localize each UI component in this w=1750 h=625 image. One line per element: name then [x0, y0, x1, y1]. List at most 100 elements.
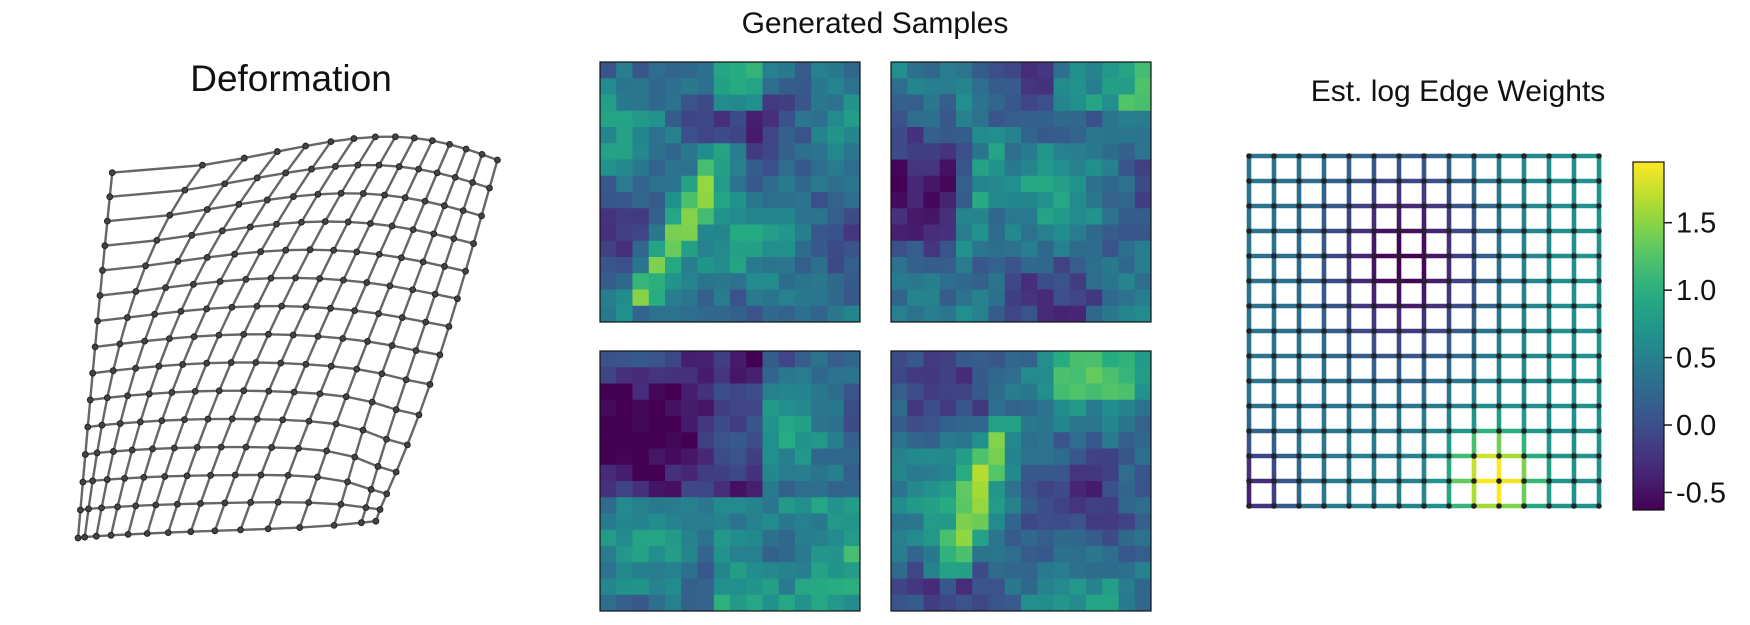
mesh-edge	[152, 446, 175, 451]
mesh-node	[152, 501, 160, 509]
sample-pixel	[762, 159, 780, 177]
sample-pixel	[972, 305, 989, 323]
mesh-edge	[209, 446, 223, 476]
sample-pixel	[730, 175, 747, 193]
mesh-node	[284, 471, 292, 479]
lattice-node	[1421, 453, 1427, 459]
lattice-node	[1371, 428, 1377, 434]
sample-pixel	[600, 289, 617, 307]
sample-pixel	[956, 305, 973, 323]
sample-pixel	[713, 94, 731, 112]
sample-pixel	[1053, 127, 1071, 144]
mesh-node	[363, 279, 371, 286]
sample-pixel	[1037, 432, 1054, 449]
sample-pixel	[907, 367, 924, 384]
sample-pixel	[665, 208, 682, 225]
sample-pixel	[795, 192, 812, 209]
sample-pixel	[648, 110, 666, 128]
mesh-node	[302, 360, 310, 368]
sample-pixel	[1021, 289, 1038, 307]
sample-pixel	[1134, 464, 1152, 482]
mesh-edge	[94, 342, 121, 349]
sample-pixel	[891, 273, 908, 290]
sample-pixel	[1086, 94, 1103, 112]
mesh-node	[96, 292, 104, 299]
sample-pixel	[730, 110, 747, 128]
sample-pixel	[1134, 127, 1152, 144]
sample-pixel	[1134, 578, 1152, 596]
mesh-node	[401, 194, 409, 202]
sample-pixel	[681, 62, 698, 79]
sample-pixel	[713, 143, 731, 160]
lattice-node	[1471, 403, 1477, 409]
sample-pixel	[1118, 192, 1136, 209]
sample-pixel	[795, 78, 812, 95]
mesh-edge	[365, 253, 381, 284]
sample-pixel	[1069, 448, 1087, 466]
sample-pixel	[730, 208, 747, 225]
mesh-edge	[200, 501, 225, 505]
sample-pixel	[600, 546, 617, 563]
sample-pixel	[956, 448, 973, 466]
sample-pixel	[746, 578, 763, 596]
mesh-edge	[317, 475, 348, 484]
sample-pixel	[730, 513, 747, 531]
lattice-node	[1396, 228, 1402, 234]
sample-pixel	[795, 497, 812, 514]
mesh-edge	[294, 249, 312, 279]
sample-pixel	[730, 383, 747, 401]
mesh-edge	[106, 196, 111, 222]
mesh-edge	[383, 165, 401, 196]
sample-pixel	[697, 192, 715, 209]
mesh-node	[107, 531, 115, 539]
sample-pixel	[939, 224, 957, 242]
lattice-node	[1471, 378, 1477, 384]
colorbar-tick-label: 1.5	[1676, 208, 1716, 240]
mesh-edge	[308, 419, 337, 426]
mesh-node	[91, 343, 99, 351]
lattice-node	[1546, 253, 1552, 259]
sample-pixel	[1134, 192, 1152, 209]
mesh-edge	[355, 340, 369, 370]
sample-pixel	[891, 578, 908, 596]
mesh-edge	[104, 239, 157, 247]
sample-pixel	[827, 351, 845, 368]
mesh-node	[203, 359, 211, 367]
mesh-edge	[167, 503, 179, 533]
mesh-edge	[221, 203, 240, 232]
mesh-node	[290, 388, 298, 396]
sample-pixel	[811, 78, 828, 95]
mesh-node	[74, 534, 82, 542]
mesh-edge	[343, 278, 367, 284]
sample-pixel	[988, 224, 1006, 242]
mesh-node	[273, 220, 280, 228]
mesh-node	[190, 333, 198, 341]
sample-pixel	[1069, 562, 1087, 579]
mesh-node	[462, 145, 470, 153]
sample-pixel	[923, 513, 941, 531]
lattice-node	[1571, 453, 1577, 459]
sample-pixel	[1037, 289, 1054, 307]
lattice-node	[1346, 278, 1352, 284]
sample-pixel	[746, 94, 763, 112]
lattice-node	[1496, 403, 1502, 409]
sample-pixel	[795, 159, 812, 177]
lattice-node	[1421, 228, 1427, 234]
sample-pixel	[665, 110, 682, 128]
sample-pixel	[939, 94, 957, 112]
mesh-edge	[249, 474, 263, 503]
sample-pixel	[762, 351, 780, 368]
mesh-node	[308, 165, 315, 173]
lattice-node	[1571, 328, 1577, 334]
sample-pixel	[891, 481, 908, 498]
sample-pixel	[778, 257, 796, 274]
mesh-edge	[230, 333, 245, 364]
mesh-node	[450, 235, 458, 242]
sample-pixel	[1037, 257, 1054, 274]
sample-pixel	[939, 578, 957, 596]
mesh-edge	[127, 313, 155, 319]
lattice-node	[1421, 153, 1427, 159]
sample-pixel	[795, 416, 812, 433]
mesh-edge	[400, 229, 415, 259]
